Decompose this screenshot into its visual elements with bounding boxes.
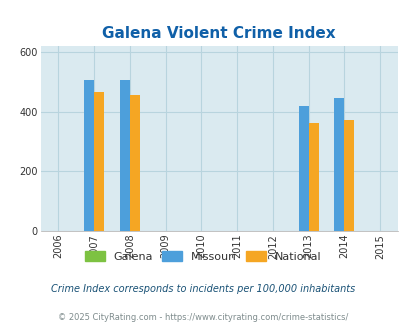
Text: Crime Index corresponds to incidents per 100,000 inhabitants: Crime Index corresponds to incidents per… bbox=[51, 284, 354, 294]
Bar bbox=[84, 80, 94, 231]
Bar bbox=[333, 98, 343, 231]
Bar bbox=[308, 123, 318, 231]
Bar bbox=[119, 80, 130, 231]
Legend: Galena, Missouri, National: Galena, Missouri, National bbox=[80, 247, 325, 266]
Bar bbox=[298, 106, 308, 231]
Bar bbox=[94, 92, 104, 231]
Bar bbox=[130, 95, 140, 231]
Bar bbox=[343, 120, 354, 231]
Title: Galena Violent Crime Index: Galena Violent Crime Index bbox=[102, 26, 335, 41]
Text: © 2025 CityRating.com - https://www.cityrating.com/crime-statistics/: © 2025 CityRating.com - https://www.city… bbox=[58, 313, 347, 322]
